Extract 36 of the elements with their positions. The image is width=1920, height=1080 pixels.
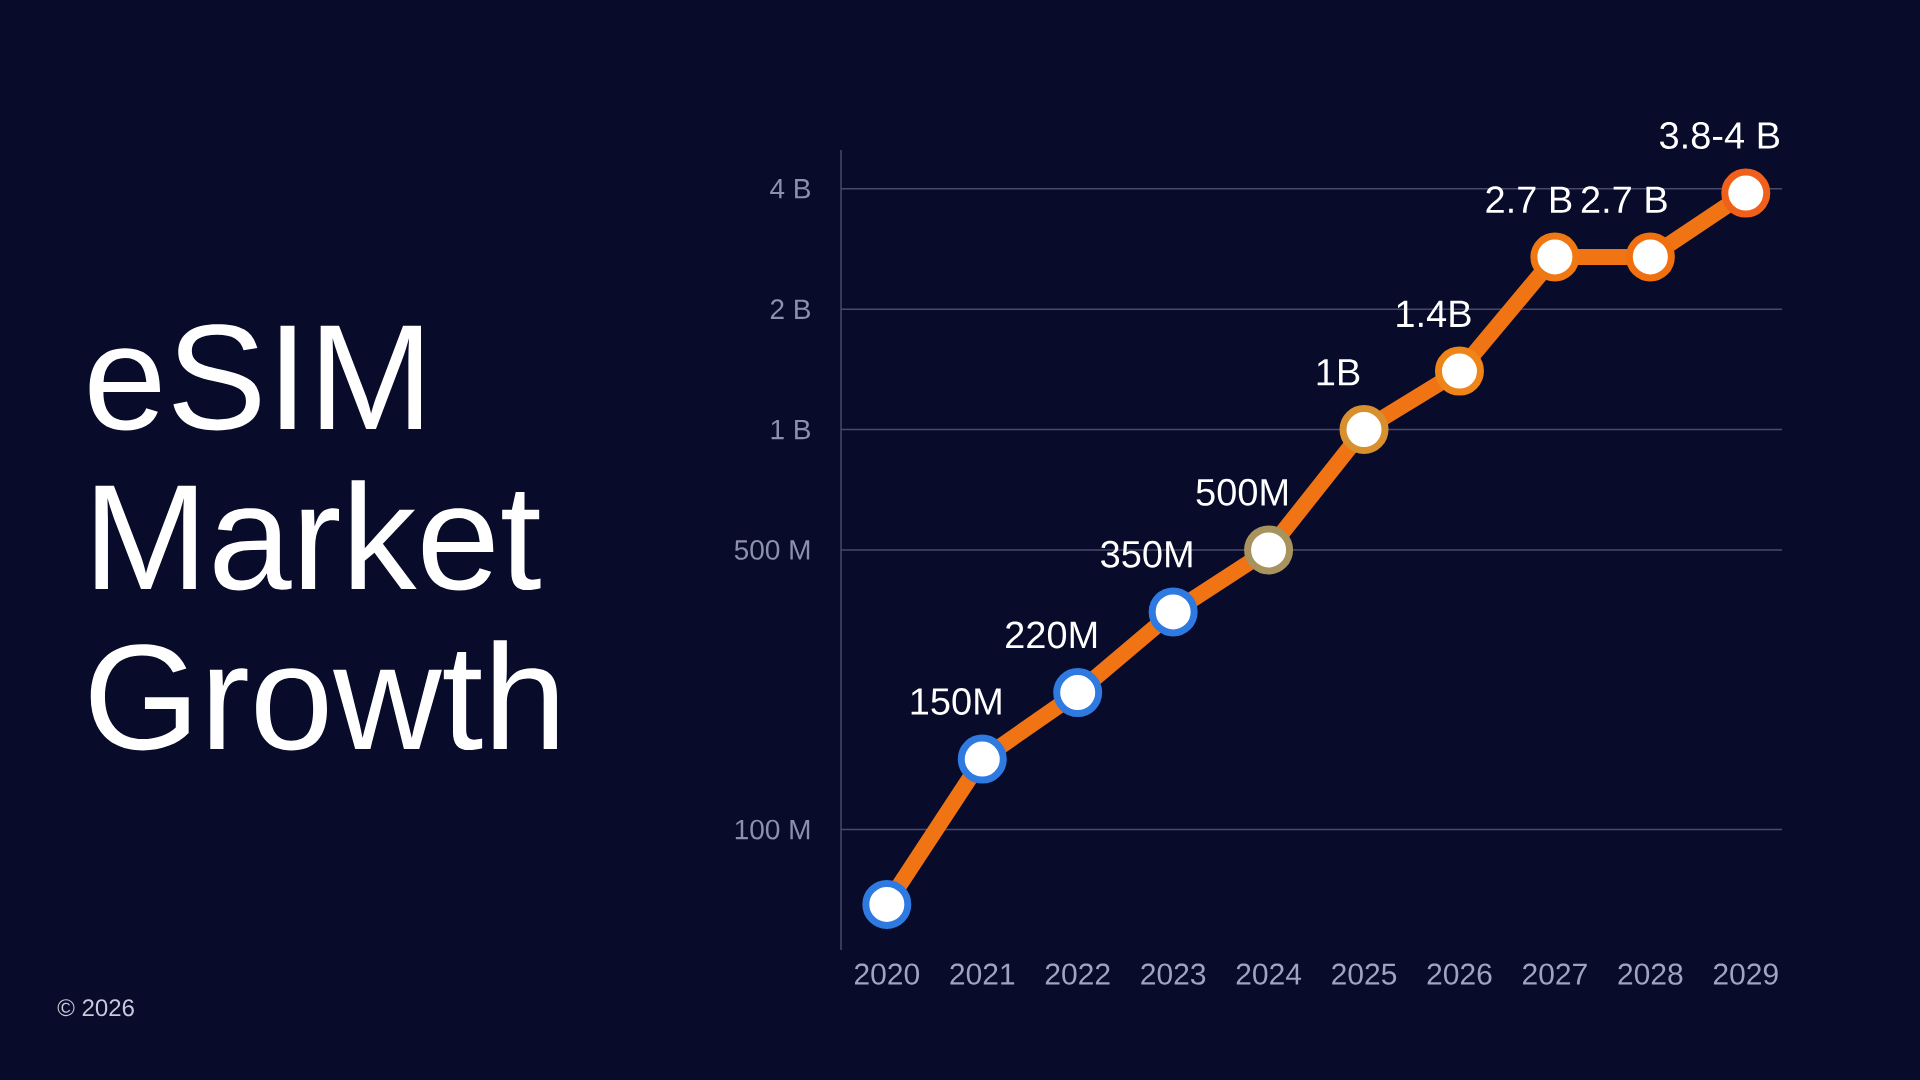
data-label: 1.4B — [1397, 300, 1471, 327]
x-tick-label: 2027 — [1523, 963, 1587, 985]
data-label: 3.8-4 B — [1659, 122, 1779, 149]
x-tick-label: 2026 — [1427, 963, 1492, 985]
x-tick-label: 2025 — [1332, 963, 1397, 985]
point — [1148, 587, 1198, 637]
point — [957, 734, 1007, 784]
data-label: 1B — [1317, 359, 1360, 386]
point — [862, 879, 912, 929]
x-tick-label: 2020 — [854, 963, 920, 985]
data-label: 350M — [1101, 540, 1192, 568]
point — [1434, 346, 1484, 396]
x-tick-label: 2021 — [950, 963, 1015, 985]
text: eSIM Market Growth — [89, 324, 557, 751]
x-tick-label: 2024 — [1236, 963, 1302, 985]
x-tick-label: 2023 — [1141, 963, 1206, 985]
data-label: 2.7 B — [1486, 186, 1572, 213]
x-tick-label: 2029 — [1713, 963, 1778, 985]
point — [1244, 525, 1294, 575]
text: © 2026 — [57, 999, 134, 1017]
y-tick-label: 1 B — [771, 419, 810, 440]
data-label: 220M — [1006, 621, 1097, 649]
point — [1625, 232, 1675, 282]
y-tick-label: 2 B — [770, 299, 810, 319]
data-label: 2.7 B — [1581, 186, 1667, 213]
x-tick-label: 2022 — [1045, 963, 1110, 985]
data-label: 500M — [1196, 478, 1287, 506]
point — [1530, 232, 1580, 282]
point — [1721, 168, 1771, 218]
y-tick-label: 4 B — [770, 179, 810, 199]
point — [1339, 405, 1389, 455]
data-label: 150M — [911, 688, 1001, 715]
y-tick-label: 500 M — [734, 540, 810, 560]
x-tick-label: 2028 — [1618, 963, 1683, 985]
y-tick-label: 100 M — [735, 819, 810, 840]
point — [1053, 668, 1103, 718]
